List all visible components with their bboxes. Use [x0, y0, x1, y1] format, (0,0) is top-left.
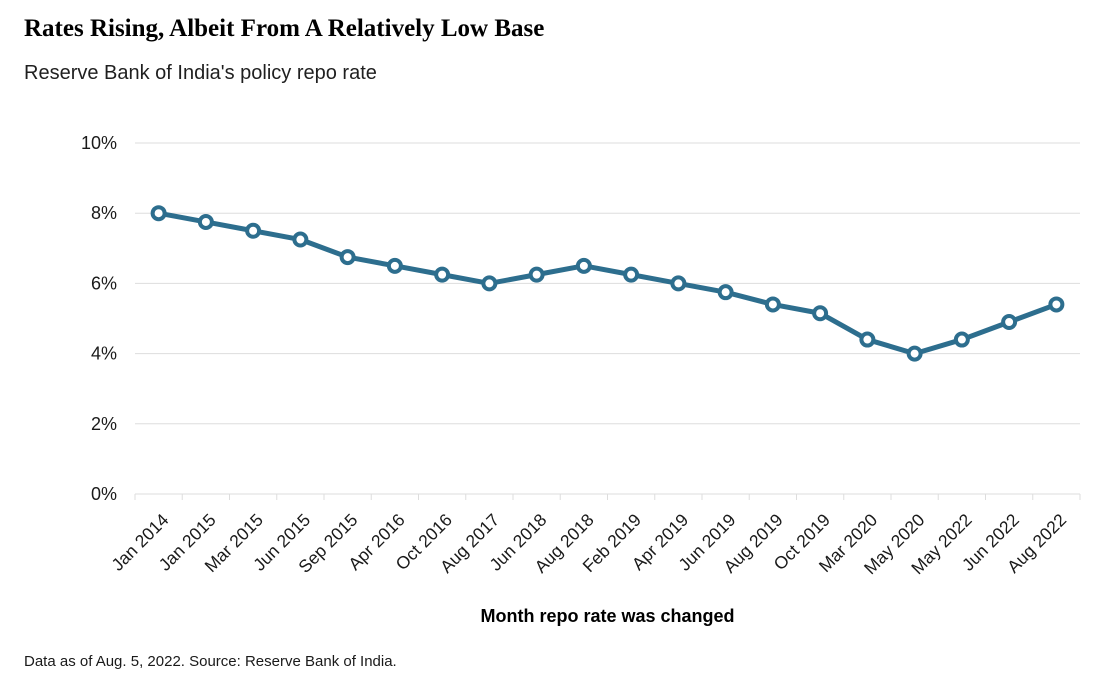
data-point — [623, 266, 640, 283]
data-point — [859, 331, 876, 348]
y-tick-label: 0% — [91, 484, 117, 504]
y-tick-label: 6% — [91, 273, 117, 293]
data-point — [812, 305, 829, 322]
gridlines — [135, 142, 1080, 495]
page-title: Rates Rising, Albeit From A Relatively L… — [24, 15, 545, 42]
data-point — [1001, 314, 1018, 331]
x-axis-title: Month repo rate was changed — [480, 606, 735, 626]
data-point — [481, 275, 498, 292]
data-point — [670, 275, 687, 292]
series-line — [156, 210, 1059, 357]
data-point — [906, 345, 923, 362]
chart-subtitle: Reserve Bank of India's policy repo rate — [24, 62, 377, 84]
source-note: Data as of Aug. 5, 2022. Source: Reserve… — [24, 653, 397, 670]
data-point — [717, 284, 734, 301]
data-point — [150, 205, 167, 222]
data-point — [764, 296, 781, 313]
data-point — [339, 249, 356, 266]
data-points — [150, 205, 1065, 362]
y-axis-labels: 0% 2% 4% 6% 8% 10% — [81, 133, 117, 504]
data-point — [386, 257, 403, 274]
data-point — [245, 222, 262, 239]
x-axis-ticks — [134, 494, 1081, 500]
data-point — [528, 266, 545, 283]
y-tick-label: 8% — [91, 203, 117, 223]
data-point — [434, 266, 451, 283]
y-tick-label: 2% — [91, 414, 117, 434]
data-point — [1048, 296, 1065, 313]
y-tick-label: 4% — [91, 344, 117, 364]
y-tick-label: 10% — [81, 133, 117, 153]
data-point — [292, 231, 309, 248]
data-point — [575, 257, 592, 274]
data-point — [953, 331, 970, 348]
data-point — [197, 213, 214, 230]
